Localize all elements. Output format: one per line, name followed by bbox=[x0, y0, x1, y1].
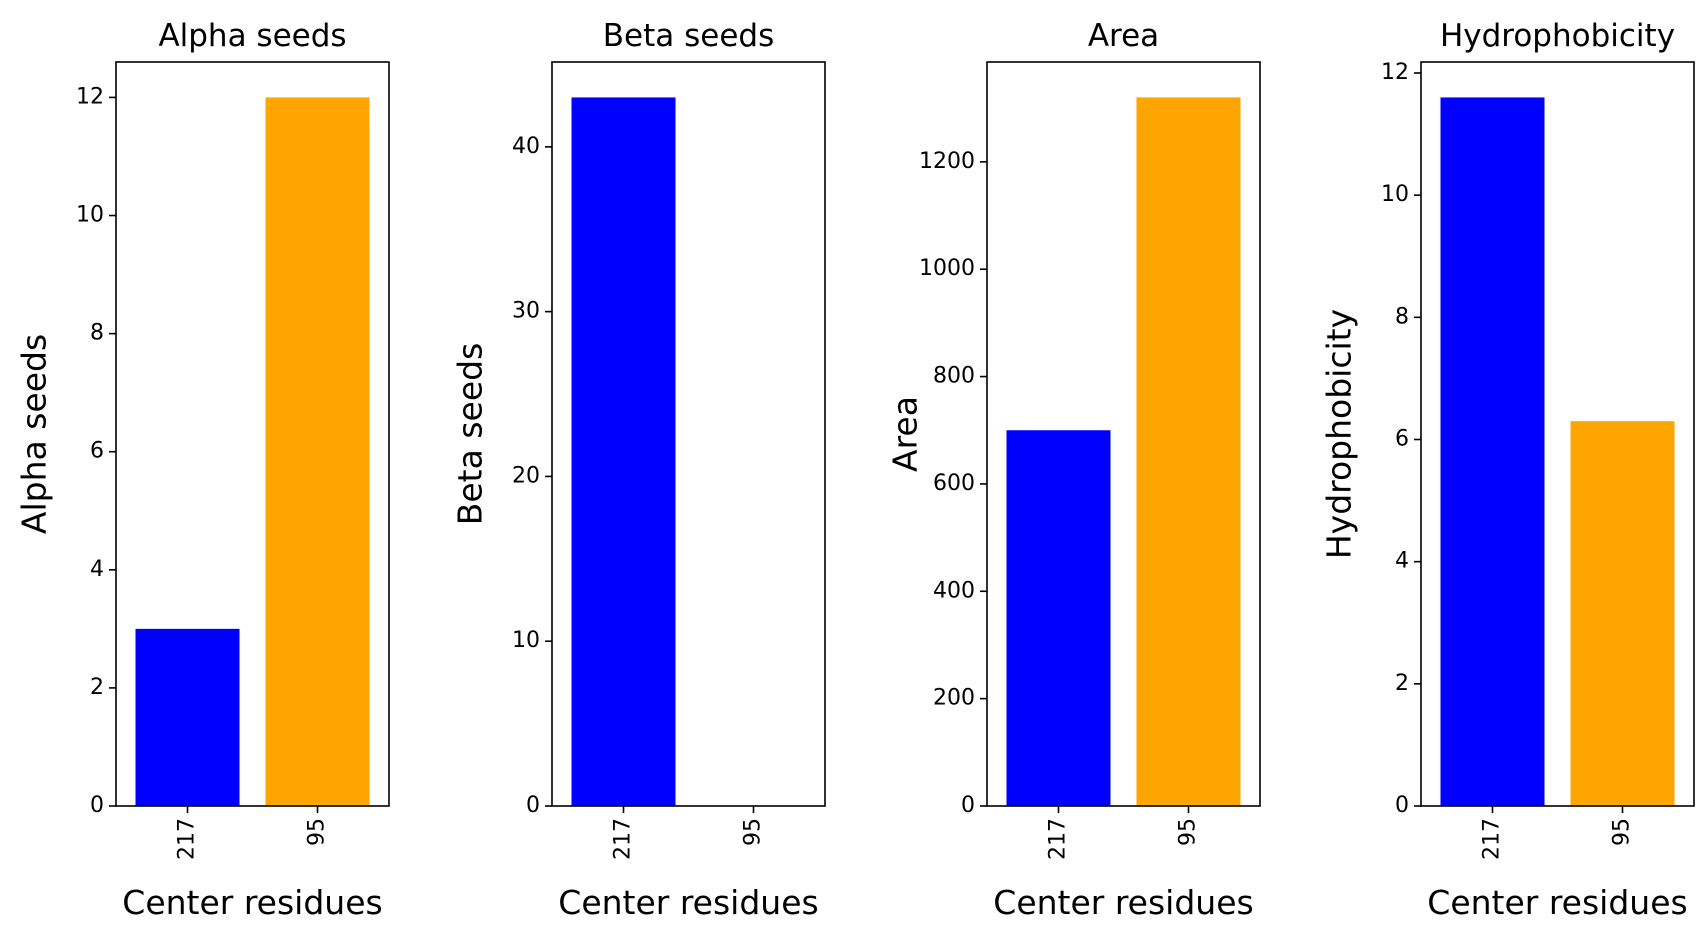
y-tick-label: 8 bbox=[1395, 304, 1409, 329]
chart-panel-2: 0 10 20 30 40 217 95 Beta seeds Center residues B… bbox=[451, 18, 826, 922]
x-tick-label: 217 bbox=[175, 818, 200, 860]
x-axis-label: Center residues bbox=[122, 883, 382, 922]
bar-217 bbox=[1006, 430, 1111, 806]
chart-title: Area bbox=[1088, 18, 1159, 54]
x-axis-label: Center residues bbox=[993, 883, 1253, 922]
chart-panel-4: 0 2 4 6 8 10 12 217 95 Hydrophobicity Center resid… bbox=[1320, 18, 1695, 922]
chart-title: Alpha seeds bbox=[158, 18, 346, 54]
y-axis-label: Beta seeds bbox=[451, 343, 490, 526]
y-tick-label: 10 bbox=[512, 628, 540, 653]
x-tick-label: 95 bbox=[305, 818, 330, 846]
chart-title: Beta seeds bbox=[603, 18, 774, 54]
x-tick-label: 95 bbox=[741, 818, 766, 846]
y-tick-label: 800 bbox=[933, 364, 975, 389]
y-tick-label: 40 bbox=[512, 134, 540, 159]
y-tick-label: 30 bbox=[512, 299, 540, 324]
x-tick-label: 95 bbox=[1610, 818, 1635, 846]
plot-frame bbox=[1420, 61, 1695, 807]
y-axis-label: Area bbox=[886, 396, 925, 472]
y-axis-label: Hydrophobicity bbox=[1320, 309, 1359, 559]
y-tick-label: 8 bbox=[90, 321, 104, 346]
y-tick-label: 1000 bbox=[919, 256, 975, 281]
y-tick-label: 20 bbox=[512, 463, 540, 488]
bar-217 bbox=[1440, 97, 1545, 806]
x-tick-label: 95 bbox=[1176, 818, 1201, 846]
y-tick-label: 10 bbox=[1381, 182, 1409, 207]
y-tick-label: 0 bbox=[526, 793, 540, 818]
bar-95 bbox=[265, 97, 370, 806]
y-tick-label: 2 bbox=[1395, 671, 1409, 696]
y-tick-label: 0 bbox=[961, 793, 975, 818]
y-tick-label: 12 bbox=[76, 84, 104, 109]
y-tick-label: 400 bbox=[933, 578, 975, 603]
y-tick-label: 200 bbox=[933, 686, 975, 711]
y-tick-label: 600 bbox=[933, 471, 975, 496]
plot-frame bbox=[986, 61, 1261, 807]
bar-95 bbox=[1136, 97, 1241, 806]
bar-217 bbox=[135, 628, 240, 806]
bar-95 bbox=[1570, 421, 1675, 806]
y-tick-label: 6 bbox=[90, 439, 104, 464]
x-axis-label: Center residues bbox=[558, 883, 818, 922]
y-tick-label: 12 bbox=[1381, 60, 1409, 85]
x-tick-label: 217 bbox=[611, 818, 636, 860]
y-tick-label: 2 bbox=[90, 675, 104, 700]
x-tick-label: 217 bbox=[1480, 818, 1505, 860]
y-axis-label: Alpha seeds bbox=[15, 334, 54, 534]
x-axis-label: Center residues bbox=[1427, 883, 1687, 922]
plot-frame bbox=[551, 61, 826, 807]
bar-217 bbox=[571, 97, 676, 806]
chart-panel-3: 0 200 400 600 800 1000 1200 217 95 Area Center res… bbox=[886, 18, 1261, 922]
x-tick-label: 217 bbox=[1046, 818, 1071, 860]
y-tick-label: 0 bbox=[1395, 793, 1409, 818]
y-tick-label: 4 bbox=[90, 557, 104, 582]
y-tick-label: 4 bbox=[1395, 549, 1409, 574]
plot-frame bbox=[115, 61, 390, 807]
y-tick-label: 1200 bbox=[919, 149, 975, 174]
y-tick-label: 10 bbox=[76, 203, 104, 228]
chart-title: Hydrophobicity bbox=[1440, 18, 1675, 54]
y-tick-label: 0 bbox=[90, 793, 104, 818]
y-tick-label: 6 bbox=[1395, 426, 1409, 451]
chart-panel-1: 0 2 4 6 8 10 12 217 95 Alpha seeds Center residues… bbox=[15, 18, 390, 922]
